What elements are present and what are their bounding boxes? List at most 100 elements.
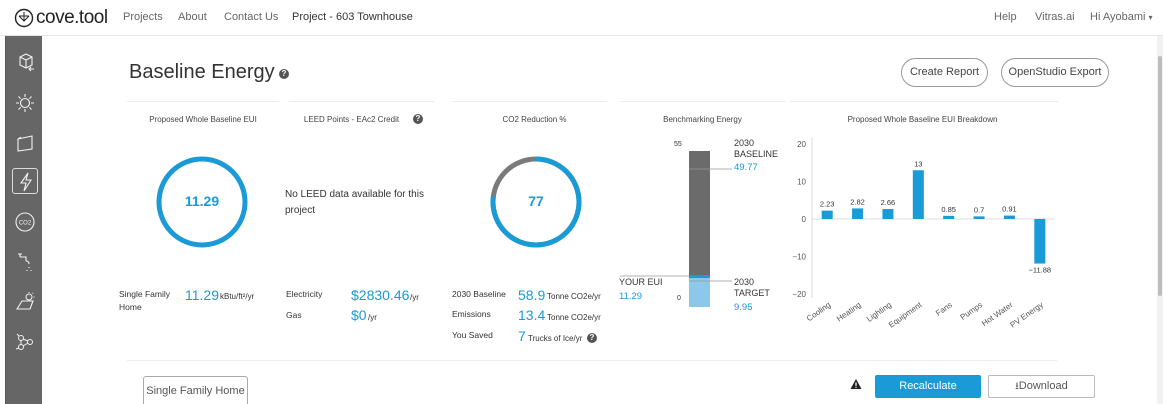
electricity-label: Electricity: [286, 289, 323, 299]
nav-project-name[interactable]: Project - 603 Townhouse: [292, 11, 413, 23]
leed-message: No LEED data available for this project: [285, 189, 424, 216]
bar-value-label: 0.7: [974, 205, 984, 214]
bar-value-label: 13: [914, 159, 922, 168]
bar-value-label: −11.88: [1029, 266, 1052, 275]
baseline-unit: Tonne CO2e/yr: [547, 292, 601, 301]
cube-arrow-icon[interactable]: [12, 50, 38, 76]
scrollbar-thumb[interactable]: [1158, 56, 1162, 296]
tab-single-family-home[interactable]: Single Family Home: [143, 376, 248, 404]
divider: [620, 101, 785, 102]
eui-unit: kBtu/ft²/yr: [220, 292, 255, 301]
divider: [127, 101, 279, 102]
x-tick-label: Equipment: [887, 300, 924, 330]
sun-icon[interactable]: [12, 90, 38, 116]
openstudio-export-button[interactable]: OpenStudio Export: [1001, 58, 1109, 87]
benchmark-target-value: 9.95: [734, 302, 753, 313]
bar-pv-energy: [1034, 219, 1046, 264]
emissions-unit: Tonne CO2e/yr: [547, 313, 601, 322]
bar-value-label: 0.85: [941, 205, 956, 214]
bar-value-label: 2.82: [850, 197, 865, 206]
page-title: Baseline Energy: [129, 61, 275, 84]
x-tick-label: Fans: [934, 300, 954, 318]
nav-about[interactable]: About: [178, 11, 207, 23]
bar-heating: [852, 208, 864, 219]
saved-value: 7: [518, 328, 526, 344]
eui-ring-value: 11.29: [184, 193, 220, 209]
nav-help[interactable]: Help: [994, 11, 1017, 23]
bar-value-label: 2.23: [820, 200, 835, 209]
divider: [790, 101, 1058, 102]
create-report-button[interactable]: Create Report: [901, 58, 988, 87]
logo-icon: [14, 8, 34, 28]
y-tick-label: 10: [797, 178, 806, 187]
nav-contact-us[interactable]: Contact Us: [224, 11, 279, 23]
solar-sun-icon[interactable]: [12, 289, 38, 315]
gas-value: $0: [351, 307, 367, 323]
bar-value-label: 0.91: [1002, 205, 1017, 214]
y-tick-label: 0: [802, 215, 807, 224]
leed-help-icon[interactable]: ?: [413, 114, 423, 124]
emissions-value: 13.4: [518, 307, 546, 323]
y-tick-label: −20: [792, 290, 806, 299]
divider: [452, 101, 607, 102]
logo[interactable]: cove.tool: [14, 7, 108, 29]
co2-ring-value: 77: [528, 193, 544, 209]
nav-projects[interactable]: Projects: [123, 11, 163, 23]
benchmark-top-tick: 55: [674, 141, 682, 148]
electricity-value: $2830.46: [351, 287, 410, 303]
warning-icon: [850, 379, 862, 389]
benchmark-section-title: Benchmarking Energy: [663, 115, 742, 124]
bar-cooling: [821, 210, 833, 219]
nav-user-menu[interactable]: Hi Ayobami ▾: [1090, 11, 1153, 23]
download-button[interactable]: ⭳Download: [988, 375, 1095, 398]
bar-lighting: [882, 209, 894, 219]
x-tick-label: Pumps: [959, 300, 985, 322]
recalculate-button[interactable]: Recalculate: [875, 375, 981, 398]
electricity-unit: /yr: [410, 293, 419, 302]
saved-label: You Saved: [452, 330, 493, 340]
benchmark-your-eui-label: YOUR EUI: [619, 277, 663, 287]
leed-section-title: LEED Points - EAc2 Credit: [303, 115, 400, 124]
bar-fans: [943, 215, 955, 219]
baseline-label: 2030 Baseline: [452, 289, 506, 299]
emissions-label: Emissions: [452, 309, 491, 319]
vertical-scrollbar[interactable]: [1157, 36, 1163, 404]
bar-equipment: [912, 170, 924, 219]
sidebar: CO2: [5, 36, 42, 404]
help-icon[interactable]: ?: [279, 69, 289, 79]
saved-unit: Trucks of Ice/yr: [528, 334, 583, 343]
x-tick-label: Heating: [835, 300, 863, 323]
network-icon[interactable]: [12, 329, 38, 355]
eui-section-title: Proposed Whole Baseline EUI: [149, 115, 257, 124]
bar-pumps: [973, 216, 985, 219]
y-tick-label: −10: [792, 253, 806, 262]
top-nav: cove.tool Projects About Contact Us Proj…: [0, 0, 1163, 36]
gas-label: Gas: [286, 310, 302, 320]
baseline-value: 58.9: [518, 287, 546, 303]
y-tick-label: 20: [797, 140, 806, 149]
water-faucet-icon[interactable]: [12, 249, 38, 275]
breakdown-chart-title: Proposed Whole Baseline EUI Breakdown: [847, 115, 998, 124]
gas-unit: /yr: [368, 313, 377, 322]
x-tick-label: Cooling: [805, 300, 832, 323]
benchmark-baseline-label: 2030 BASELINE: [734, 138, 779, 159]
chevron-down-icon: ▾: [1148, 13, 1153, 22]
divider: [289, 101, 434, 102]
benchmark-your-eui-value: 11.29: [619, 291, 643, 302]
building-type-label: Single Family Home: [119, 289, 171, 312]
co2-icon[interactable]: CO2: [12, 209, 38, 235]
logo-text: cove.tool: [36, 7, 108, 28]
co2-section-title: CO2 Reduction %: [502, 115, 567, 124]
facade-icon[interactable]: [12, 130, 38, 156]
bar-value-label: 2.66: [881, 198, 896, 207]
download-label: Download: [1018, 380, 1068, 392]
eui-value-text: 11.29: [185, 287, 219, 303]
svg-text:CO2: CO2: [19, 221, 32, 227]
lightning-icon[interactable]: [12, 168, 38, 194]
benchmark-baseline-value: 49.77: [734, 162, 758, 173]
saved-help-icon[interactable]: ?: [587, 333, 597, 343]
bar-hot-water: [1003, 215, 1015, 219]
page-title-text: Baseline Energy: [129, 61, 275, 83]
nav-vitras[interactable]: Vitras.ai: [1035, 11, 1075, 23]
